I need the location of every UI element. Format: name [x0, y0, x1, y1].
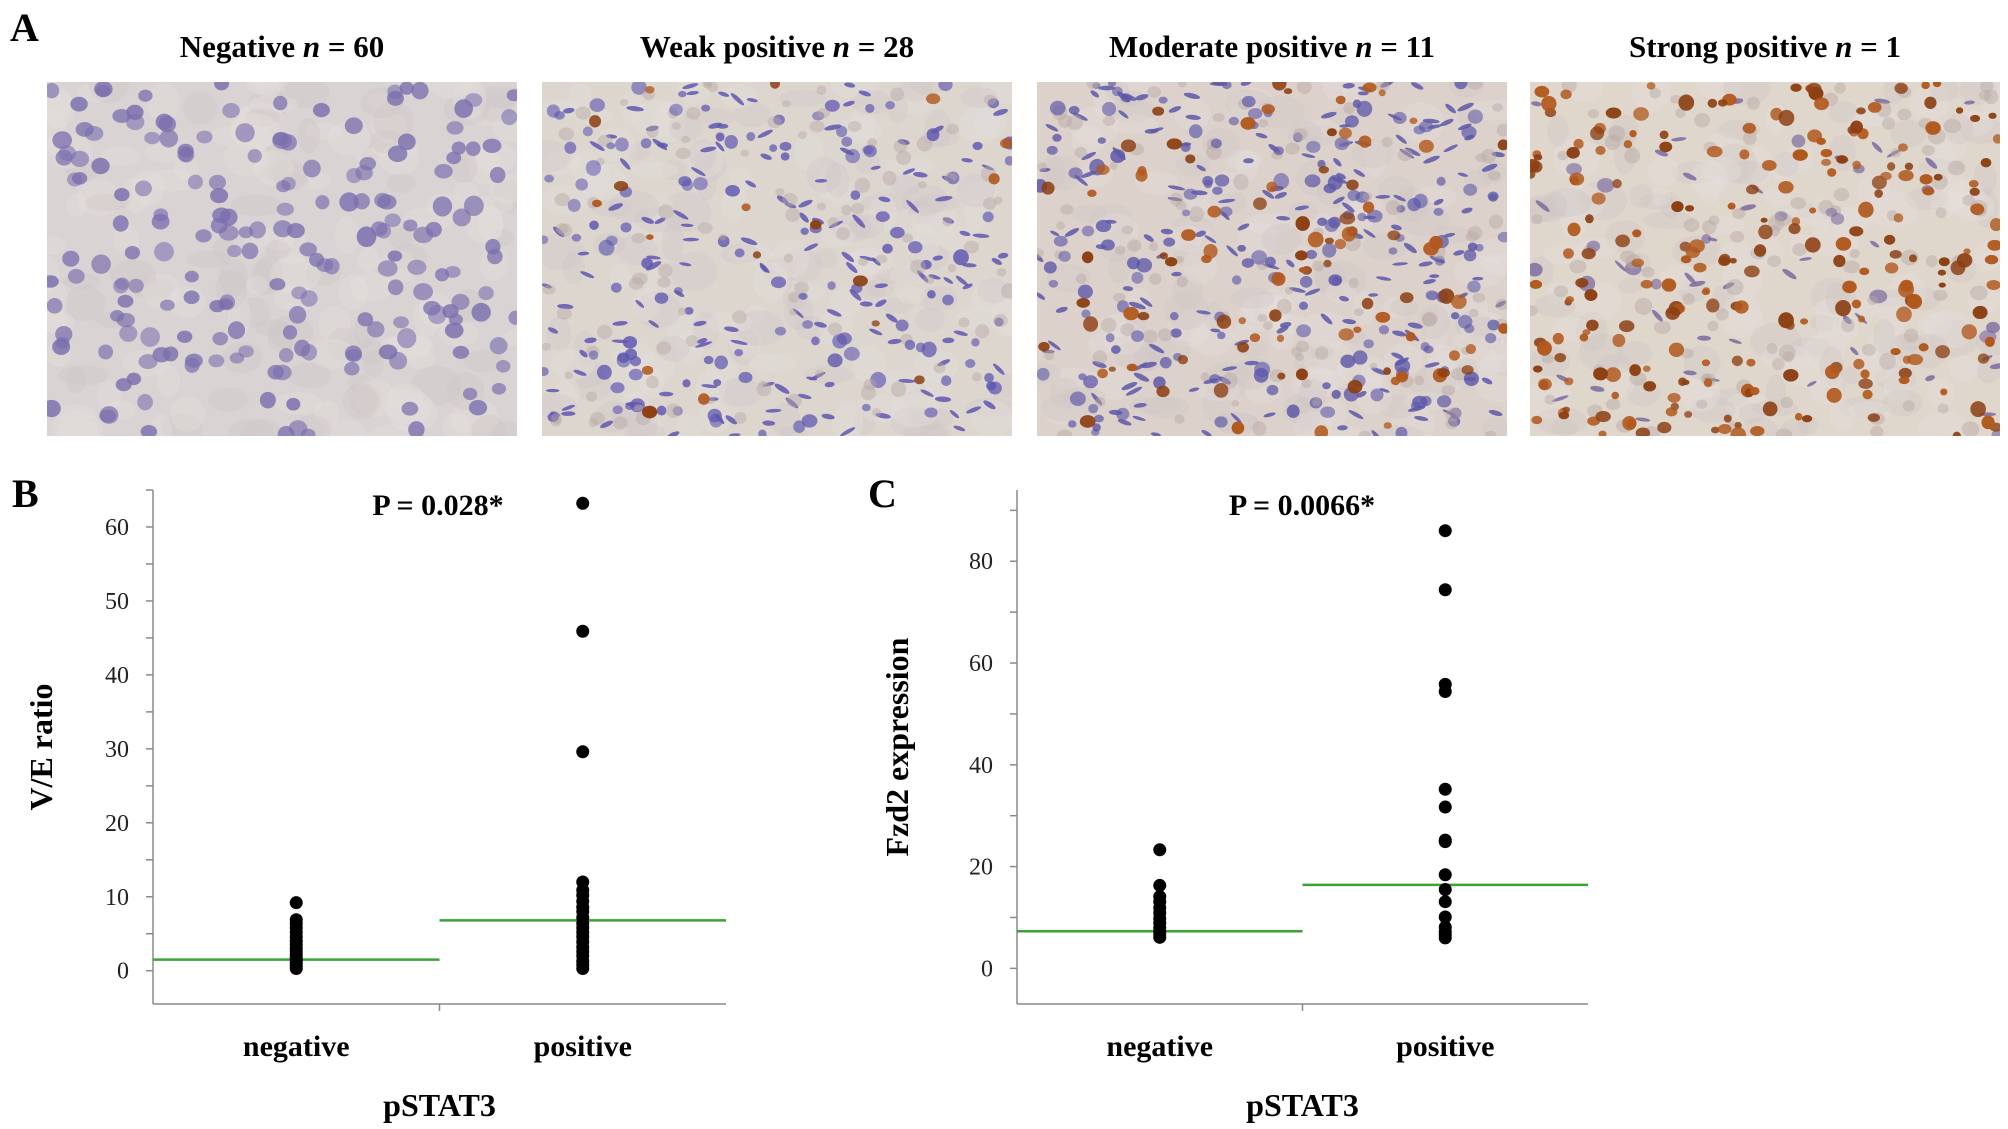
micrograph-n-value: = 11 [1380, 29, 1435, 64]
micrograph-title-strong: Strong positive n = 1 [1530, 24, 2000, 70]
data-point [1438, 677, 1452, 691]
x-category-label: negative [1106, 1030, 1213, 1063]
micrograph-title-moderate: Moderate positive n = 11 [1037, 24, 1507, 70]
y-tick-label: 30 [105, 737, 129, 763]
micrograph-label: Weak positive [639, 29, 825, 64]
data-point [1153, 878, 1167, 892]
y-tick-label: 80 [969, 549, 993, 575]
micrograph-strong-positive [1530, 82, 2000, 436]
micrograph-n-symbol: n [1355, 29, 1373, 64]
data-point [1153, 843, 1167, 857]
micrograph-title-negative: Negative n = 60 [47, 24, 517, 70]
micrograph-moderate-positive [1037, 82, 1507, 436]
data-point [1438, 524, 1452, 538]
panel-b-label: B [12, 471, 39, 516]
micrograph-label: Negative [179, 29, 296, 64]
data-point [576, 496, 590, 510]
micrograph-n-symbol: n [302, 29, 321, 64]
y-tick-label: 0 [981, 956, 993, 982]
x-category-label: positive [1396, 1030, 1494, 1063]
micrograph-n-symbol: n [1835, 29, 1853, 64]
y-tick-label: 60 [969, 651, 993, 677]
micrograph-n-value: = 1 [1860, 29, 1902, 64]
y-tick-label: 40 [105, 663, 129, 689]
data-point [289, 896, 303, 910]
data-point [576, 875, 590, 889]
data-point [1438, 833, 1452, 847]
data-point [289, 913, 303, 927]
micrograph-title-weak: Weak positive n = 28 [542, 24, 1012, 70]
micrograph-n-symbol: n [832, 29, 850, 64]
y-tick-label: 60 [105, 515, 129, 541]
chart-fzd2-expression: 0 20 40 60 80 negative positive pSTAT3 Fzd2 expr… [879, 489, 1588, 1123]
y-tick-label: 20 [969, 855, 993, 881]
data-point [1438, 882, 1452, 896]
chart-vе-ratio: 0 10 20 30 40 50 60 negative positive pSTAT3 V/E r… [23, 489, 726, 1123]
micrograph-negative [47, 82, 517, 436]
micrograph-n-value: = 60 [327, 29, 385, 64]
y-axis-title: Fzd2 expression [879, 637, 915, 856]
y-tick-label: 0 [117, 959, 129, 985]
data-point [1438, 800, 1452, 814]
x-axis-title: pSTAT3 [383, 1087, 496, 1123]
micrograph-weak-positive [542, 82, 1012, 436]
data-point [1438, 895, 1452, 909]
panel-a-label: A [10, 5, 39, 50]
micrograph-label: Strong positive [1628, 29, 1828, 64]
p-value-annotation: P = 0.028* [372, 489, 503, 522]
y-axis-title: V/E ratio [23, 683, 59, 810]
p-value-annotation: P = 0.0066* [1229, 489, 1375, 522]
panel-c-label: C [868, 471, 897, 516]
y-tick-label: 10 [105, 885, 129, 911]
data-point [1153, 890, 1167, 904]
data-point [1438, 910, 1452, 924]
micrograph-n-value: = 28 [857, 29, 915, 64]
data-point [576, 745, 590, 759]
y-tick-label: 20 [105, 811, 129, 837]
x-category-label: positive [534, 1030, 632, 1063]
y-tick-label: 40 [969, 753, 993, 779]
y-tick-label: 50 [105, 589, 129, 615]
data-point [576, 624, 590, 638]
x-category-label: negative [243, 1030, 350, 1063]
data-point [1438, 920, 1452, 934]
x-axis-title: pSTAT3 [1246, 1087, 1359, 1123]
micrograph-label: Moderate positive [1109, 29, 1348, 64]
data-point [1438, 868, 1452, 882]
data-point [1438, 583, 1452, 597]
data-point [1438, 782, 1452, 796]
